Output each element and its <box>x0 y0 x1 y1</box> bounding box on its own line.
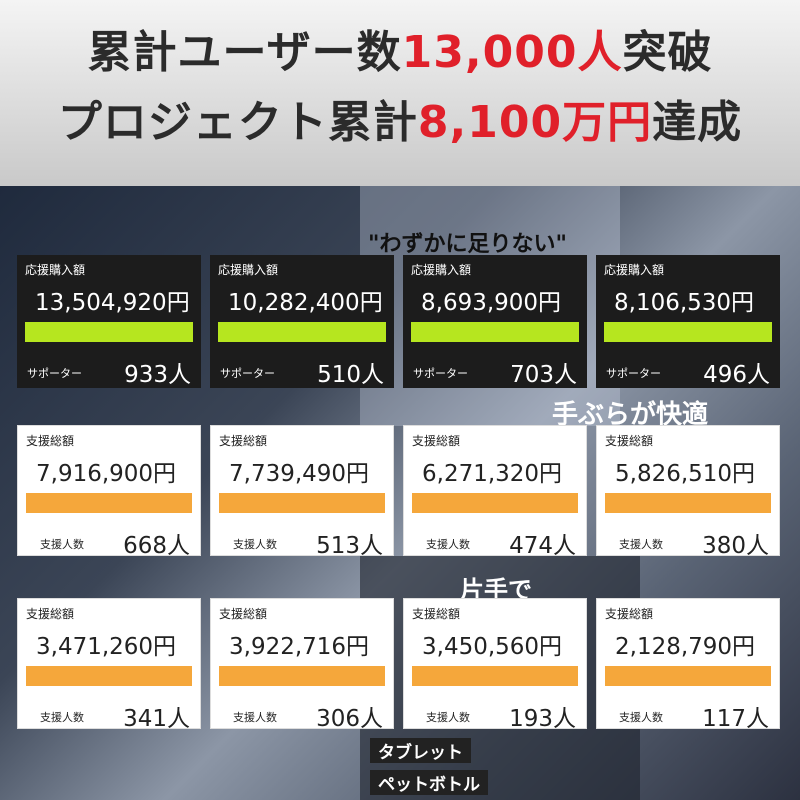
stat-card: 支援総額 7,916,900円支援人数 668人 <box>17 425 201 559</box>
progress-bar <box>605 493 771 513</box>
stat-card: 応援購入額 8,106,530円サポーター 496人 <box>596 255 780 388</box>
count: 496人 <box>703 362 770 388</box>
amount: 2,128,790円 <box>615 634 756 660</box>
progress-bar <box>26 666 192 686</box>
count: 703人 <box>510 362 577 388</box>
count-label: 支援人数 <box>233 711 277 724</box>
background-text: ペットボトル <box>370 770 488 795</box>
stat-card: 支援総額 3,471,260円支援人数 341人 <box>17 598 201 732</box>
count-label: 支援人数 <box>40 538 84 551</box>
count: 341人 <box>123 706 190 732</box>
headline-text: 達成 <box>652 97 743 148</box>
stat-card: 応援購入額 8,693,900円サポーター 703人 <box>403 255 587 388</box>
amount: 3,450,560円 <box>422 634 563 660</box>
headline-highlight: 8,100万円 <box>417 97 653 148</box>
count: 306人 <box>316 706 383 732</box>
background-text: タブレット <box>370 738 471 763</box>
amount: 7,916,900円 <box>36 461 177 487</box>
amount-label: 支援総額 <box>26 607 75 621</box>
progress-bar <box>604 322 772 342</box>
count-label: 支援人数 <box>40 711 84 724</box>
stat-card: 支援総額 7,739,490円支援人数 513人 <box>210 425 394 559</box>
count: 513人 <box>316 533 383 559</box>
stat-card: 支援総額 5,826,510円支援人数 380人 <box>596 425 780 559</box>
background-text: "わずかに足りない" <box>368 232 567 257</box>
amount-label: 支援総額 <box>26 434 75 448</box>
count-label: 支援人数 <box>619 538 663 551</box>
stat-card: 支援総額 2,128,790円支援人数 117人 <box>596 598 780 732</box>
headline-text: プロジェクト累計 <box>57 97 418 148</box>
stat-card: 応援購入額 13,504,920円サポーター 933人 <box>17 255 201 388</box>
progress-bar <box>219 493 385 513</box>
progress-bar <box>605 666 771 686</box>
progress-bar <box>412 666 578 686</box>
amount: 8,693,900円 <box>421 290 562 316</box>
count: 117人 <box>702 706 769 732</box>
amount-label: 応援購入額 <box>411 263 472 277</box>
amount-label: 支援総額 <box>605 434 654 448</box>
count-label: 支援人数 <box>233 538 277 551</box>
stat-card: 応援購入額 10,282,400円サポーター 510人 <box>210 255 394 388</box>
headline: 累計ユーザー数13,000人突破 <box>0 16 800 80</box>
amount: 8,106,530円 <box>614 290 755 316</box>
amount: 10,282,400円 <box>228 290 383 316</box>
stat-card: 支援総額 6,271,320円支援人数 474人 <box>403 425 587 559</box>
amount-label: 応援購入額 <box>218 263 279 277</box>
count-label: 支援人数 <box>426 711 470 724</box>
amount: 3,922,716円 <box>229 634 370 660</box>
amount: 3,471,260円 <box>36 634 177 660</box>
amount: 13,504,920円 <box>35 290 190 316</box>
count-label: サポーター <box>606 367 661 380</box>
amount-label: 支援総額 <box>605 607 654 621</box>
progress-bar <box>25 322 193 342</box>
amount-label: 支援総額 <box>412 434 461 448</box>
amount-label: 支援総額 <box>412 607 461 621</box>
amount-label: 支援総額 <box>219 607 268 621</box>
progress-bar <box>218 322 386 342</box>
amount-label: 支援総額 <box>219 434 268 448</box>
amount: 7,739,490円 <box>229 461 370 487</box>
headline-text: 突破 <box>622 27 713 78</box>
headline-highlight: 13,000人 <box>401 27 623 78</box>
count-label: サポーター <box>413 367 468 380</box>
amount: 5,826,510円 <box>615 461 756 487</box>
progress-bar <box>412 493 578 513</box>
amount-label: 応援購入額 <box>604 263 665 277</box>
count: 193人 <box>509 706 576 732</box>
count: 510人 <box>317 362 384 388</box>
count: 380人 <box>702 533 769 559</box>
progress-bar <box>26 493 192 513</box>
count: 933人 <box>124 362 191 388</box>
count: 668人 <box>123 533 190 559</box>
count-label: サポーター <box>27 367 82 380</box>
amount-label: 応援購入額 <box>25 263 86 277</box>
progress-bar <box>411 322 579 342</box>
stat-card: 支援総額 3,450,560円支援人数 193人 <box>403 598 587 732</box>
header: 累計ユーザー数13,000人突破 プロジェクト累計8,100万円達成 <box>0 0 800 186</box>
count-label: 支援人数 <box>619 711 663 724</box>
progress-bar <box>219 666 385 686</box>
count: 474人 <box>509 533 576 559</box>
count-label: 支援人数 <box>426 538 470 551</box>
amount: 6,271,320円 <box>422 461 563 487</box>
headline: プロジェクト累計8,100万円達成 <box>0 86 800 150</box>
count-label: サポーター <box>220 367 275 380</box>
stat-card: 支援総額 3,922,716円支援人数 306人 <box>210 598 394 732</box>
headline-text: 累計ユーザー数 <box>87 27 402 78</box>
